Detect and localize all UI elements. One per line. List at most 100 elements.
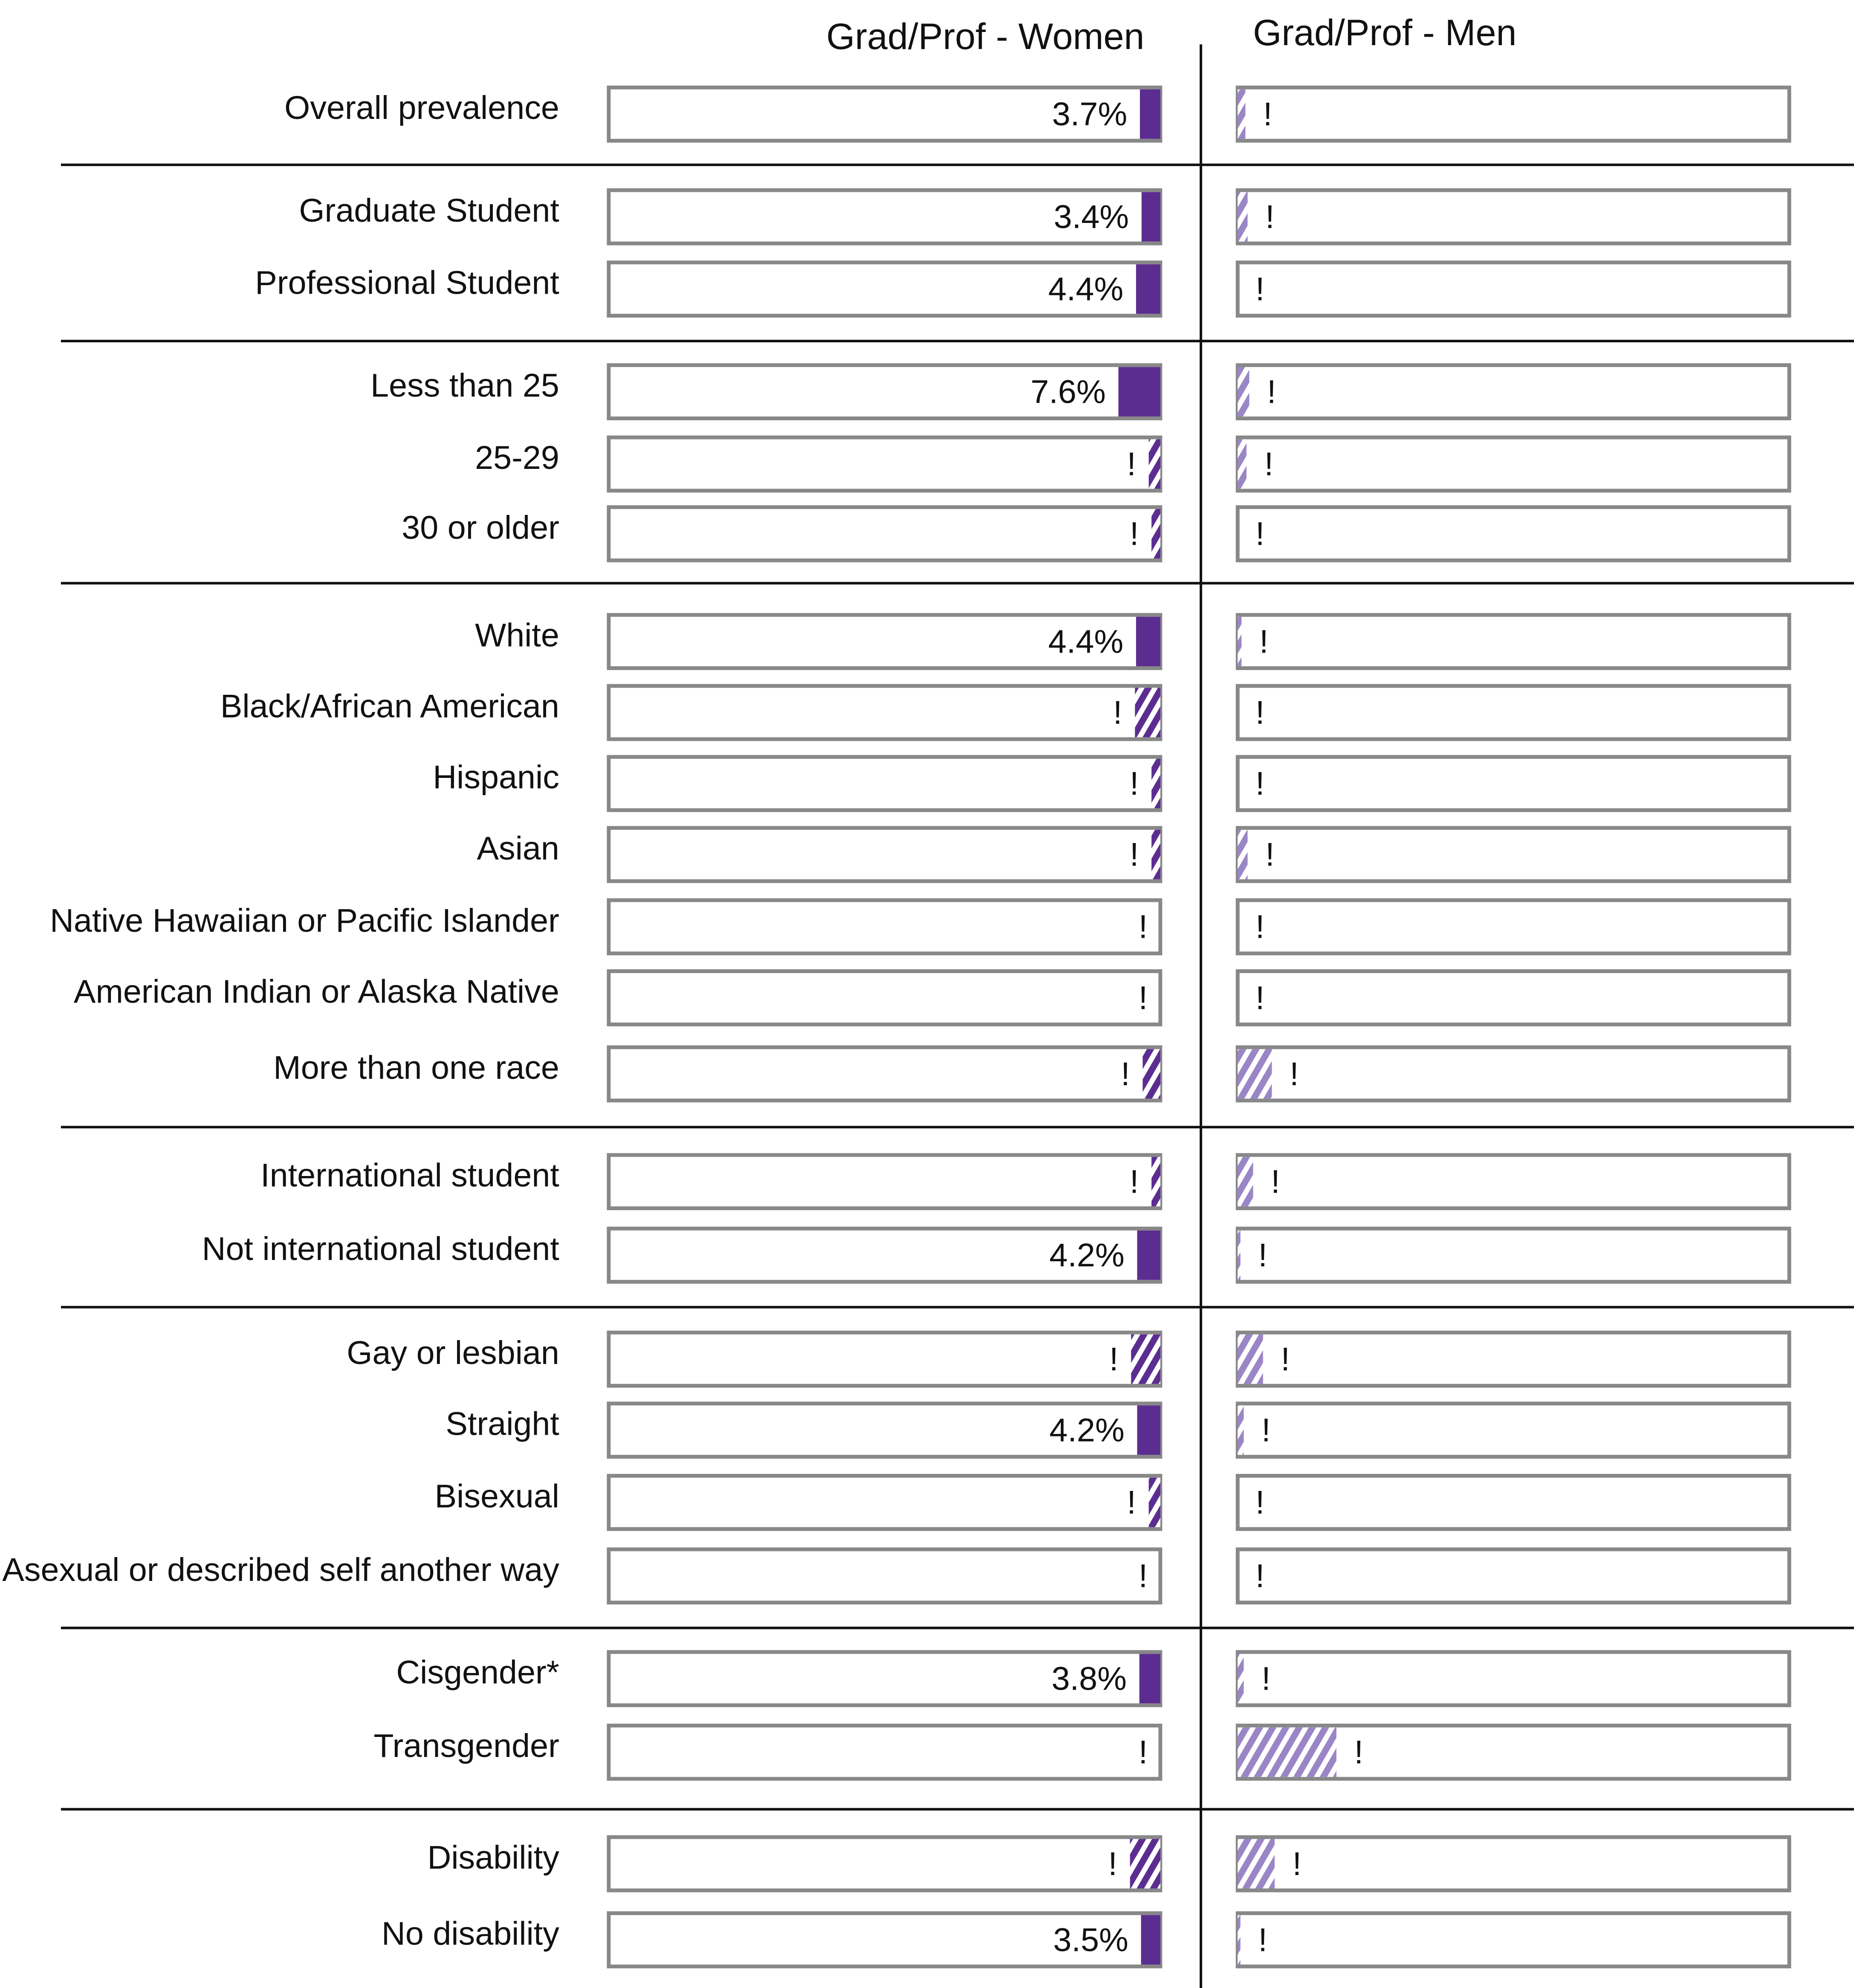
value-label: ! [1127, 446, 1136, 483]
bar [1135, 688, 1160, 737]
bar [1151, 1157, 1160, 1207]
category-label: American Indian or Alaska Native [74, 973, 559, 1010]
bar [1238, 1727, 1336, 1777]
bar [1137, 1230, 1160, 1280]
bar [1238, 1157, 1253, 1207]
bar-track [607, 898, 1163, 956]
category-label: More than one race [273, 1049, 559, 1086]
bar-track [607, 1226, 1163, 1284]
bar-track [1235, 1474, 1791, 1531]
bar-track [607, 969, 1163, 1026]
category-label: Gay or lesbian [347, 1335, 559, 1371]
value-label: ! [1130, 836, 1139, 873]
value-label: ! [1130, 1164, 1139, 1200]
value-label: ! [1255, 980, 1264, 1016]
category-label: Hispanic [433, 759, 559, 796]
bar-track [1235, 1330, 1791, 1388]
bar-track [607, 1650, 1163, 1708]
bar-track [607, 85, 1163, 143]
value-label: ! [1255, 516, 1264, 552]
category-label: Asian [477, 830, 559, 867]
category-label: Native Hawaiian or Pacific Islander [50, 902, 559, 939]
series-header: Grad/Prof - Women [826, 16, 1144, 57]
value-label: ! [1258, 1922, 1267, 1958]
category-label: Black/African American [220, 688, 559, 725]
bar [1137, 1405, 1160, 1455]
value-label: 4.4% [1048, 271, 1123, 308]
bar-track [607, 1835, 1163, 1893]
bar [1139, 1654, 1160, 1704]
value-label: ! [1255, 909, 1264, 945]
bar-track [607, 684, 1163, 741]
bar [1131, 1334, 1160, 1384]
category-label: Straight [445, 1406, 559, 1442]
value-label: ! [1255, 271, 1264, 308]
category-label: Transgender [373, 1728, 559, 1764]
value-label: ! [1139, 909, 1148, 945]
bar-track [1235, 505, 1791, 563]
value-label: ! [1255, 1484, 1264, 1521]
category-label: Not international student [202, 1231, 559, 1267]
bar-track [1235, 435, 1791, 493]
value-label: ! [1113, 694, 1122, 731]
value-label: ! [1263, 96, 1272, 133]
value-label: ! [1139, 1558, 1148, 1595]
category-label: 30 or older [402, 509, 559, 546]
value-label: ! [1265, 199, 1274, 235]
bar [1238, 829, 1248, 879]
bar-track [1235, 260, 1791, 318]
bar-track [607, 1401, 1163, 1459]
category-label: 25-29 [475, 439, 559, 476]
bar-track [1235, 1226, 1791, 1284]
bar-track [1235, 1045, 1791, 1103]
bar [1151, 829, 1160, 879]
bar-track [1235, 898, 1791, 956]
bar [1238, 89, 1246, 139]
value-label: ! [1265, 836, 1274, 873]
bar-track [1235, 188, 1791, 246]
value-label: ! [1293, 1846, 1302, 1882]
bar-track [1235, 613, 1791, 670]
value-label: 4.4% [1048, 623, 1123, 660]
bar-track [1235, 1401, 1791, 1459]
value-label: ! [1121, 1056, 1130, 1092]
value-label: ! [1255, 766, 1264, 802]
bar-track [607, 1547, 1163, 1605]
bar-track [1235, 85, 1791, 143]
bar [1118, 367, 1160, 417]
bar [1238, 439, 1247, 489]
bar-track [607, 755, 1163, 812]
bar [1151, 759, 1160, 809]
bar-track [1235, 1153, 1791, 1211]
value-label: ! [1130, 766, 1139, 802]
category-label: Cisgender* [396, 1654, 559, 1691]
bar [1238, 1915, 1241, 1965]
value-label: 7.6% [1030, 373, 1105, 410]
category-label: Overall prevalence [284, 90, 559, 126]
category-label: Graduate Student [299, 192, 559, 229]
bar-track [607, 505, 1163, 563]
category-label: International student [260, 1157, 559, 1194]
bar-track [1235, 1911, 1791, 1968]
bar [1238, 1839, 1275, 1889]
value-label: ! [1259, 623, 1268, 660]
bar-track [1235, 826, 1791, 883]
category-label: No disability [382, 1915, 559, 1952]
value-label: ! [1354, 1734, 1363, 1771]
bar-track [1235, 1547, 1791, 1605]
value-label: ! [1139, 980, 1148, 1016]
bar [1141, 192, 1160, 242]
value-label: ! [1109, 1341, 1118, 1378]
value-label: ! [1108, 1846, 1117, 1882]
bar-track [607, 1045, 1163, 1103]
bar-track [1235, 363, 1791, 421]
bar-track [1235, 755, 1791, 812]
value-label: 3.5% [1053, 1922, 1128, 1958]
bar [1142, 1049, 1160, 1099]
category-label: Asexual or described self another way [2, 1552, 559, 1588]
category-label: Bisexual [435, 1478, 559, 1514]
bar [1238, 192, 1248, 242]
value-label: ! [1261, 1412, 1270, 1449]
value-label: ! [1261, 1661, 1270, 1697]
